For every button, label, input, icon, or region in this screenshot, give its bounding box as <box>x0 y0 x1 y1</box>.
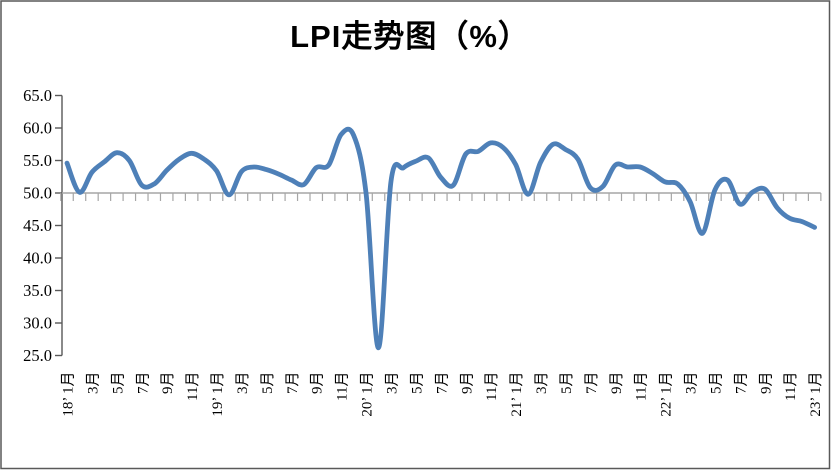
x-tick-label: 7月 <box>584 372 600 395</box>
x-tick-label: 7月 <box>434 372 450 395</box>
x-tick-label: 11月 <box>634 372 650 401</box>
category-axis-at-50 <box>60 192 822 201</box>
x-tick-label: 11月 <box>185 372 201 401</box>
x-tick-label: 3月 <box>235 372 251 395</box>
x-tick-label: 9月 <box>758 372 774 395</box>
x-tick-label: 5月 <box>110 372 126 395</box>
x-tick-label: 23’ 1月 <box>808 372 824 417</box>
y-tick-label: 65.0 <box>23 86 52 105</box>
x-tick-label: 11月 <box>783 372 799 401</box>
chart-title: LPI走势图（%） <box>290 19 530 54</box>
lpi-series <box>64 126 817 351</box>
x-tick-label: 7月 <box>135 372 151 395</box>
x-tick-label: 3月 <box>684 372 700 395</box>
x-tick-label: 3月 <box>534 372 550 395</box>
x-tick-label: 18’ 1月 <box>61 372 77 417</box>
y-tick-label: 50.0 <box>23 184 52 203</box>
x-tick-label: 19’ 1月 <box>210 372 226 417</box>
x-tick-label: 22’ 1月 <box>659 372 675 417</box>
x-tick-label: 7月 <box>285 372 301 395</box>
x-tick-label: 20’ 1月 <box>360 372 376 417</box>
y-tick-label: 60.0 <box>23 119 52 138</box>
x-tick-label: 7月 <box>733 372 749 395</box>
x-tick-label: 5月 <box>709 372 725 395</box>
lpi-series-line <box>64 126 817 351</box>
y-tick-label: 40.0 <box>23 249 52 268</box>
x-tick-label: 11月 <box>484 372 500 401</box>
x-tick-label: 5月 <box>559 372 575 395</box>
x-axis-labels: 18’ 1月 3月 5月 7月 9月 11月 19’ 1月 3月 5月 7月 9月 11月 20’ 1月… <box>61 372 825 417</box>
y-tick-label: 55.0 <box>23 151 52 170</box>
x-tick-label: 21’ 1月 <box>509 372 525 417</box>
y-axis <box>55 94 63 357</box>
y-tick-label: 35.0 <box>23 281 52 300</box>
x-tick-label: 9月 <box>459 372 475 395</box>
y-axis-labels: 65.0 60.0 55.0 50.0 45.0 40.0 35.0 30.0 25.0 <box>23 86 52 365</box>
x-tick-label: 3月 <box>86 372 102 395</box>
x-tick-label: 3月 <box>385 372 401 395</box>
x-tick-label: 5月 <box>409 372 425 395</box>
y-tick-label: 25.0 <box>23 346 52 365</box>
y-tick-label: 45.0 <box>23 216 52 235</box>
x-tick-label: 9月 <box>609 372 625 395</box>
x-tick-label: 9月 <box>310 372 326 395</box>
x-tick-label: 5月 <box>260 372 276 395</box>
x-tick-label: 11月 <box>335 372 351 401</box>
y-tick-label: 30.0 <box>23 314 52 333</box>
x-tick-label: 9月 <box>160 372 176 395</box>
